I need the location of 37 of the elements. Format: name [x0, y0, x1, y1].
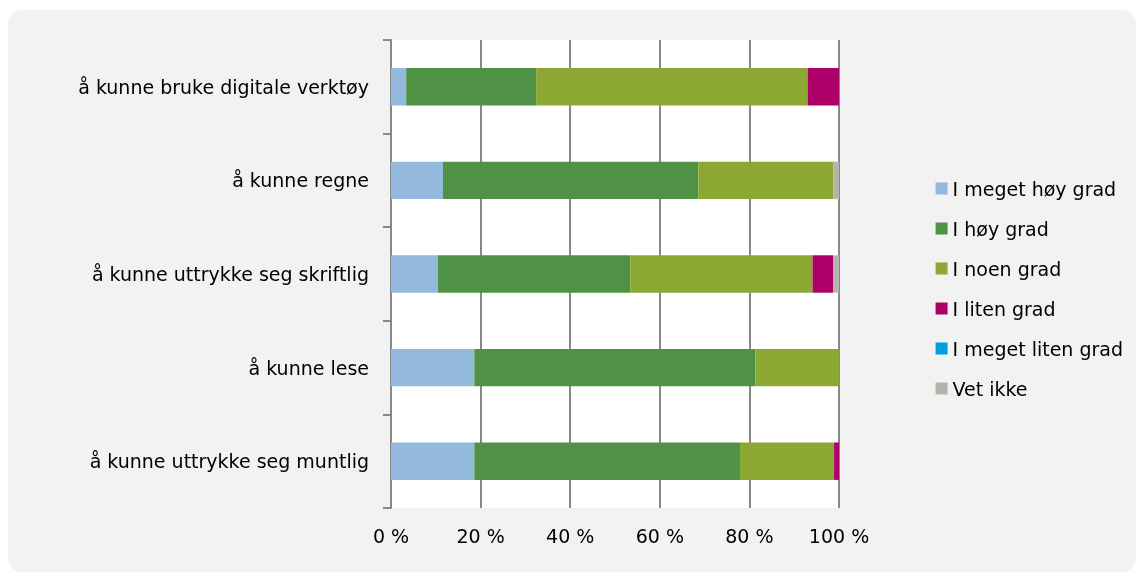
x-tick-label: 0 %	[372, 524, 410, 547]
legend-label: Vet ikke	[952, 377, 1028, 400]
bar	[807, 68, 839, 106]
bar	[391, 348, 475, 387]
bar	[442, 161, 699, 200]
legend-label: I meget liten grad	[952, 337, 1123, 360]
y-tick-label: å kunne uttrykke seg muntlig	[89, 450, 369, 473]
x-tick-label: 20 %	[456, 524, 505, 547]
bar	[698, 161, 834, 200]
legend-label: I meget høy grad	[952, 177, 1117, 200]
x-tick-label: 100 %	[808, 524, 870, 547]
bar	[630, 255, 813, 293]
bar	[474, 348, 756, 387]
y-tick-label: å kunne regne	[232, 169, 369, 192]
bar	[406, 68, 537, 106]
bar	[474, 442, 740, 480]
bar	[833, 161, 839, 200]
bar	[536, 68, 808, 106]
bar	[812, 255, 834, 293]
bar	[391, 161, 443, 200]
bar	[755, 348, 839, 387]
x-tick-label: 60 %	[635, 524, 684, 547]
bar	[391, 68, 407, 106]
legend-label: I liten grad	[952, 297, 1056, 320]
bar	[391, 255, 439, 293]
bar	[833, 255, 839, 293]
y-tick-label: å kunne lese	[248, 356, 369, 379]
bar	[834, 442, 839, 480]
y-tick-label: å kunne uttrykke seg skriftlig	[91, 263, 369, 285]
legend-label: I noen grad	[952, 257, 1062, 280]
x-tick-label: 80 %	[725, 524, 774, 547]
bar	[739, 442, 835, 480]
legend-label: I høy grad	[952, 217, 1049, 240]
x-tick-label: 40 %	[546, 524, 595, 547]
bar	[391, 442, 475, 480]
bar	[438, 255, 631, 293]
y-tick-label: å kunne bruke digitale verktøy	[78, 75, 369, 98]
